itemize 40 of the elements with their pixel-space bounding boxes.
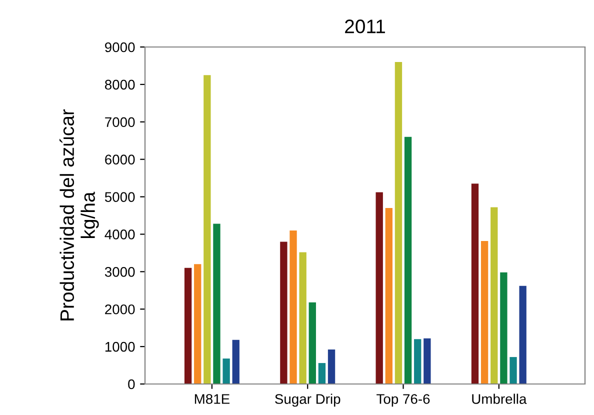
bar — [404, 136, 412, 384]
bar — [519, 286, 526, 384]
bar — [385, 208, 392, 384]
bar — [480, 240, 488, 384]
bar — [299, 252, 306, 384]
bar — [318, 363, 326, 384]
bar — [414, 339, 422, 384]
y-tick-label: 6000 — [105, 154, 135, 165]
chart-title: 2011 — [345, 20, 385, 34]
y-tick-label: 3000 — [104, 267, 135, 277]
bar — [280, 242, 288, 384]
bar — [204, 75, 211, 384]
bar — [510, 357, 517, 384]
bar — [308, 302, 316, 384]
x-tick-label: Sugar Drip — [275, 394, 340, 407]
y-tick-label: 9000 — [105, 42, 135, 52]
bar — [490, 207, 498, 384]
y-tick-label: 1000 — [105, 342, 135, 352]
y-tick-label: 8000 — [104, 80, 135, 90]
bar — [424, 338, 431, 384]
bar — [500, 272, 508, 384]
y-tick-label: 4000 — [104, 230, 135, 240]
bar — [232, 340, 240, 384]
y-tick-label: 2000 — [105, 304, 135, 314]
bar — [213, 224, 220, 384]
x-tick-label: Umbrella — [472, 394, 527, 404]
x-tick-label: Top 76-6 — [376, 394, 430, 407]
bar — [290, 230, 297, 384]
y-tick-label: 0 — [128, 379, 135, 390]
bar — [394, 62, 402, 384]
bar — [184, 268, 192, 384]
y-axis-title: Productividad del azúcar kg/ha — [60, 109, 99, 320]
y-tick-label: 5000 — [104, 192, 135, 202]
bar — [471, 184, 479, 384]
bar — [376, 192, 383, 384]
bar — [328, 350, 336, 384]
y-tick-label: 7000 — [105, 117, 135, 128]
bar — [194, 264, 202, 384]
x-tick-label: M81E — [194, 394, 230, 404]
bar — [222, 358, 230, 384]
